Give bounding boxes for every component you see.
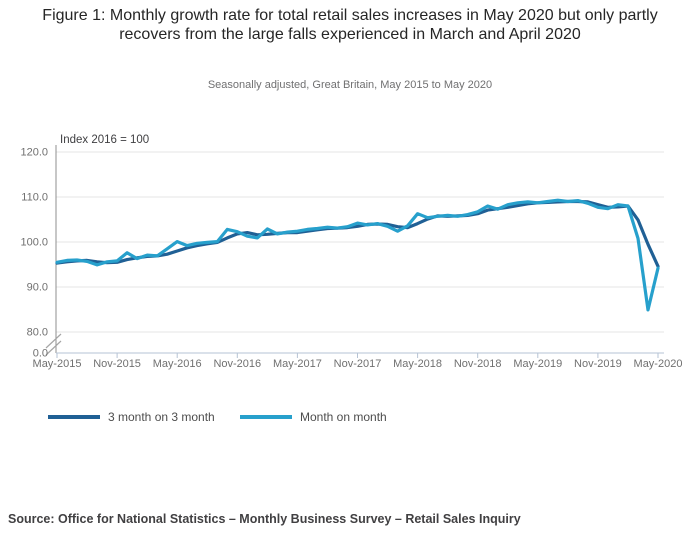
legend: 3 month on 3 month Month on month [48, 410, 468, 426]
y-axis-break-mark [45, 340, 62, 356]
x-tick-label-Nov-2018: Nov-2018 [454, 358, 502, 370]
y-tick-label-100.0: 100.0 [20, 237, 48, 249]
x-tick-label-May-2020: May-2020 [634, 358, 683, 370]
x-tick-label-Nov-2015: Nov-2015 [93, 358, 141, 370]
x-tick-label-May-2018: May-2018 [393, 358, 442, 370]
y-tick-label-0.0: 0.0 [33, 348, 48, 360]
source-note: Source: Office for National Statistics –… [8, 512, 521, 526]
legend-item-3-month-on-3-month: 3 month on 3 month [48, 410, 215, 424]
y-tick-label-90.0: 90.0 [27, 282, 48, 294]
x-tick-label-Nov-2016: Nov-2016 [213, 358, 261, 370]
legend-item-month-on-month: Month on month [240, 410, 387, 424]
x-tick-label-Nov-2019: Nov-2019 [574, 358, 622, 370]
x-tick-label-May-2019: May-2019 [513, 358, 562, 370]
y-tick-label-110.0: 110.0 [21, 192, 48, 204]
x-tick-label-Nov-2017: Nov-2017 [334, 358, 382, 370]
y-tick-label-120.0: 120.0 [20, 147, 48, 159]
x-tick-label-May-2015: May-2015 [33, 358, 82, 370]
y-axis-break-mark [45, 333, 62, 349]
y-tick-label-80.0: 80.0 [27, 327, 48, 339]
legend-label-month-on-month: Month on month [300, 410, 387, 424]
series-swatch-month-on-month [240, 415, 292, 419]
series-swatch-3-month-on-3-month [48, 415, 100, 419]
axis-unit-label: Index 2016 = 100 [60, 134, 150, 146]
figure-subtitle: Seasonally adjusted, Great Britain, May … [207, 79, 493, 91]
x-tick-label-May-2017: May-2017 [273, 358, 322, 370]
legend-label-3-month-on-3-month: 3 month on 3 month [108, 410, 215, 424]
x-tick-label-May-2016: May-2016 [153, 358, 202, 370]
series-line-month-on-month [55, 198, 660, 312]
figure-title: Figure 1: Monthly growth rate for total … [42, 7, 658, 44]
